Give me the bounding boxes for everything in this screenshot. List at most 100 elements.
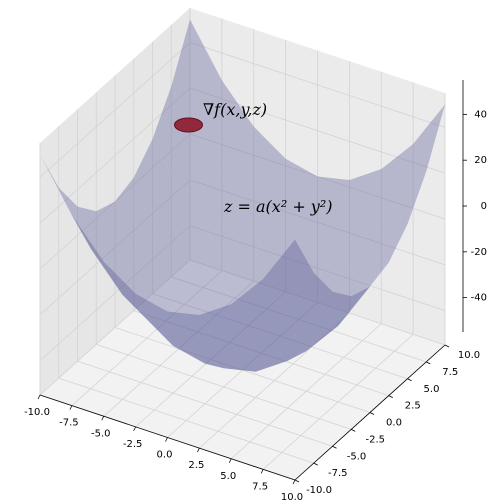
grid-line — [152, 293, 408, 380]
grid-line — [189, 179, 446, 266]
surface-face — [362, 143, 414, 237]
x-tick-label: -7.5 — [59, 418, 79, 429]
surface-face — [218, 337, 269, 368]
grid-line — [39, 133, 191, 270]
z-tick-label: 40 — [474, 109, 487, 120]
surface-face — [250, 312, 301, 357]
tick-mark — [294, 479, 300, 483]
surface-face — [205, 363, 256, 372]
x-tick-label: -2.5 — [123, 439, 143, 450]
surface-face — [287, 325, 339, 361]
grid-line — [96, 343, 352, 430]
surface-face — [210, 316, 262, 359]
surface-face — [375, 171, 427, 264]
tick-mark — [313, 462, 318, 466]
surface-face — [325, 263, 376, 328]
y-tick-label: -5.0 — [347, 451, 367, 462]
surface-face — [298, 176, 350, 247]
tick-mark — [332, 445, 337, 449]
y-tick-label: 2.5 — [405, 401, 421, 412]
surface-face — [96, 201, 147, 272]
tick-mark — [292, 479, 296, 485]
y-tick-label: -2.5 — [365, 434, 385, 445]
tick-mark — [407, 378, 412, 382]
surface-face — [281, 272, 333, 332]
tick-mark — [133, 426, 136, 432]
tick-mark — [388, 395, 393, 398]
surface-face — [135, 293, 187, 345]
surface-face — [71, 215, 123, 295]
grid-line — [133, 310, 389, 397]
z-tick-label: 0 — [481, 201, 487, 212]
tick-mark — [426, 361, 431, 365]
tick-mark — [369, 412, 375, 415]
surface-face — [171, 19, 222, 148]
y-tick-label: 10.0 — [458, 350, 480, 361]
annotation: z = a(x² + y²) — [223, 197, 333, 216]
surface-face — [165, 199, 217, 285]
surface-face — [311, 236, 363, 300]
surface-face — [141, 313, 192, 351]
surface-face — [197, 246, 249, 317]
surface-face — [255, 351, 307, 372]
surface-face — [300, 291, 352, 336]
y-tick-label: 0.0 — [386, 418, 402, 429]
surface-face — [40, 154, 91, 249]
surface-face — [223, 358, 275, 372]
surface-face — [133, 139, 185, 239]
surface-face — [306, 301, 357, 352]
surface-face — [268, 331, 320, 361]
grid-line — [39, 42, 191, 178]
surface-face — [146, 238, 198, 309]
surface-face — [77, 206, 129, 272]
surface-face — [394, 104, 445, 211]
surface-face — [338, 262, 389, 326]
surface-face — [356, 224, 408, 302]
tick-mark — [101, 416, 105, 421]
grid-line — [189, 133, 446, 220]
surface-face — [235, 126, 286, 226]
tick-mark — [444, 344, 450, 348]
surface-face — [248, 225, 299, 297]
surface-face — [199, 304, 250, 349]
grid-line — [171, 276, 427, 363]
surface-face — [167, 311, 219, 349]
surface-face — [186, 344, 237, 368]
surface-face — [173, 345, 224, 369]
tick-mark — [351, 429, 356, 432]
surface-face — [58, 187, 110, 268]
surface — [40, 19, 445, 372]
grid-line — [39, 87, 191, 224]
surface-face — [152, 86, 204, 200]
tick-mark — [165, 437, 168, 442]
surface-face — [261, 296, 312, 338]
tick-mark — [37, 394, 41, 400]
overlay: -10.0-7.5-5.0-2.50.02.55.07.510.0-10.0-7… — [24, 109, 487, 503]
x-tick-label: 5.0 — [220, 471, 236, 482]
point — [174, 117, 203, 133]
annotation: ∇f(x,y,z) — [203, 100, 267, 119]
surface-face — [154, 326, 205, 364]
surface-face — [293, 288, 344, 338]
surface-face — [229, 278, 280, 335]
grid-line — [114, 327, 371, 413]
surface-face — [263, 239, 314, 313]
tick-mark — [69, 405, 73, 410]
surface-face — [191, 340, 243, 369]
surface-face — [160, 308, 211, 351]
surface-face — [231, 278, 282, 338]
surface-face — [216, 193, 267, 279]
x-tick-label: -10.0 — [24, 407, 50, 418]
surface-face — [122, 294, 174, 346]
x-tick-label: 10.0 — [281, 492, 303, 503]
grid-line — [189, 225, 446, 312]
y-tick-label: -7.5 — [328, 468, 348, 479]
z-tick-label: -20 — [471, 247, 487, 258]
surface-face — [103, 261, 155, 327]
surface-face — [115, 177, 166, 263]
x-tick-label: -5.0 — [91, 428, 111, 439]
surface-face — [90, 248, 142, 314]
grid-line — [189, 41, 446, 128]
grid-line — [189, 87, 446, 174]
